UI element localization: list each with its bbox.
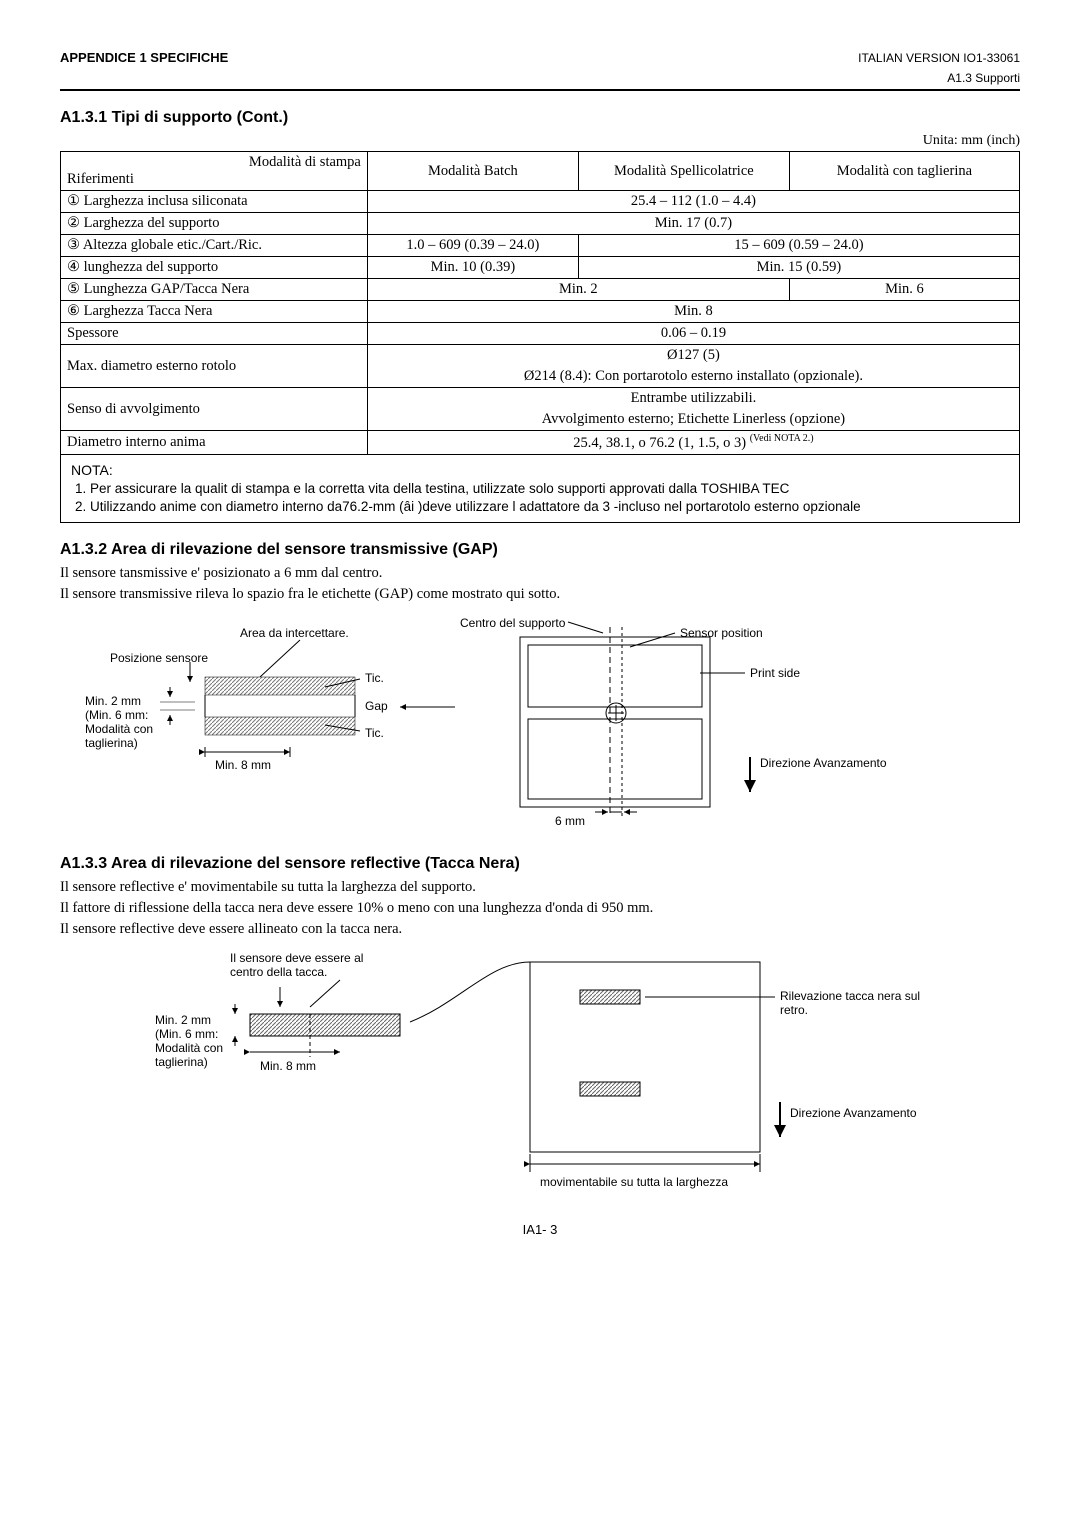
svg-text:(Min. 6 mm:: (Min. 6 mm: — [85, 708, 148, 722]
svg-text:Il sensore deve essere al: Il sensore deve essere al — [230, 951, 363, 965]
lbl-area: Area da intercettare. — [240, 626, 349, 640]
r7-v: 0.06 – 0.19 — [367, 323, 1019, 345]
th-cut: Modalità con taglierina — [789, 152, 1019, 191]
lbl-min2: Min. 2 mm — [85, 694, 141, 708]
r4-b: Min. 15 (0.59) — [578, 257, 1019, 279]
r4-l: ④ lunghezza del supporto — [61, 257, 368, 279]
svg-text:retro.: retro. — [780, 1003, 808, 1017]
lbl-min8: Min. 8 mm — [215, 758, 271, 772]
r8-b: Ø214 (8.4): Con portarotolo esterno inst… — [367, 366, 1019, 388]
th-batch: Modalità Batch — [367, 152, 578, 191]
svg-text:Modalità con: Modalità con — [85, 722, 153, 736]
header-right: ITALIAN VERSION IO1-33061 — [858, 51, 1020, 65]
r2-v: Min. 17 (0.7) — [367, 213, 1019, 235]
lbl-direz: Direzione Avanzamento — [760, 756, 887, 770]
th-mode-ref: Modalità di stampa Riferimenti — [61, 152, 368, 191]
s3-direz: Direzione Avanzamento — [790, 1106, 917, 1120]
s3-min8: Min. 8 mm — [260, 1059, 316, 1073]
lbl-sensorpos: Sensor position — [680, 626, 763, 640]
r2-l: ② Larghezza del supporto — [61, 213, 368, 235]
header-left: APPENDICE 1 SPECIFICHE — [60, 50, 228, 65]
th-peel: Modalità Spellicolatrice — [578, 152, 789, 191]
sec2-p2: Il sensore transmissive rileva lo spazio… — [60, 586, 1020, 603]
svg-text:centro della tacca.: centro della tacca. — [230, 965, 327, 979]
sec1-title: A1.3.1 Tipi di supporto (Cont.) — [60, 109, 1020, 127]
r4-a: Min. 10 (0.39) — [367, 257, 578, 279]
spec-table: Modalità di stampa Riferimenti Modalità … — [60, 151, 1020, 455]
s3-mov: movimentabile su tutta la larghezza — [540, 1175, 728, 1189]
r8-l: Max. diametro esterno rotolo — [61, 345, 368, 388]
r3-b: 15 – 609 (0.59 – 24.0) — [578, 235, 1019, 257]
s3-min2: Min. 2 mm — [155, 1013, 211, 1027]
r6-l: ⑥ Larghezza Tacca Nera — [61, 301, 368, 323]
r10-l: Diametro interno anima — [61, 431, 368, 455]
sec3-title: A1.3.3 Area di rilevazione del sensore r… — [60, 855, 1020, 873]
sec3-p1: Il sensore reflective e' movimentabile s… — [60, 879, 1020, 896]
lbl-gap: Gap — [365, 699, 388, 713]
r9-a: Entrambe utilizzabili. — [367, 388, 1019, 410]
sec3-diagram: Il sensore deve essere al centro della t… — [60, 942, 1020, 1202]
nota1: 1. Per assicurare la qualit di stampa e … — [71, 480, 1009, 498]
sec1-unit: Unita: mm (inch) — [60, 133, 1020, 149]
r9-b: Avvolgimento esterno; Etichette Linerles… — [367, 409, 1019, 431]
lbl-pos-sens: Posizione sensore — [110, 651, 208, 665]
lbl-tic1: Tic. — [365, 671, 384, 685]
th-ref: Riferimenti — [67, 171, 361, 188]
r3-a: 1.0 – 609 (0.39 – 24.0) — [367, 235, 578, 257]
svg-text:Modalità con: Modalità con — [155, 1041, 223, 1055]
r1-l: ① Larghezza inclusa siliconata — [61, 191, 368, 213]
r7-l: Spessore — [61, 323, 368, 345]
sec2-p1: Il sensore tansmissive e' posizionato a … — [60, 565, 1020, 582]
r10-val: 25.4, 38.1, o 76.2 (1, 1.5, o 3) — [573, 435, 749, 451]
header-rule — [60, 89, 1020, 91]
r6-v: Min. 8 — [367, 301, 1019, 323]
r1-v: 25.4 – 112 (1.0 – 4.4) — [367, 191, 1019, 213]
r5-l: ⑤ Lunghezza GAP/Tacca Nera — [61, 279, 368, 301]
th-mode: Modalità di stampa — [67, 154, 361, 171]
lbl-printside: Print side — [750, 666, 800, 680]
r10-sup: (Vedi NOTA 2.) — [750, 433, 814, 444]
footer: IA1- 3 — [60, 1222, 1020, 1237]
r10-v: 25.4, 38.1, o 76.2 (1, 1.5, o 3) (Vedi N… — [367, 431, 1019, 455]
nota-box: NOTA: 1. Per assicurare la qualit di sta… — [60, 455, 1020, 523]
svg-text:(Min. 6 mm:: (Min. 6 mm: — [155, 1027, 218, 1041]
sec2-title: A1.3.2 Area di rilevazione del sensore t… — [60, 541, 1020, 559]
sec3-p3: Il sensore reflective deve essere alline… — [60, 921, 1020, 938]
lbl-six: 6 mm — [555, 814, 585, 828]
r5-b: Min. 6 — [789, 279, 1019, 301]
header-sub: A1.3 Supporti — [60, 71, 1020, 85]
r5-a: Min. 2 — [367, 279, 789, 301]
nota-title: NOTA: — [71, 461, 1009, 480]
lbl-tic2: Tic. — [365, 726, 384, 740]
svg-text:taglierina): taglierina) — [85, 736, 138, 750]
svg-text:taglierina): taglierina) — [155, 1055, 208, 1069]
r8-a: Ø127 (5) — [367, 345, 1019, 367]
r3-l: ③ Altezza globale etic./Cart./Ric. — [61, 235, 368, 257]
svg-text:Rilevazione tacca nera sul: Rilevazione tacca nera sul — [780, 989, 920, 1003]
nota2: 2. Utilizzando anime con diametro intern… — [71, 498, 1009, 516]
sec3-p2: Il fattore di riflessione della tacca ne… — [60, 900, 1020, 917]
lbl-centro: Centro del supporto — [460, 616, 566, 630]
sec2-diagram: Posizione sensore Area da intercettare. … — [60, 607, 1020, 837]
r9-l: Senso di avvolgimento — [61, 388, 368, 431]
